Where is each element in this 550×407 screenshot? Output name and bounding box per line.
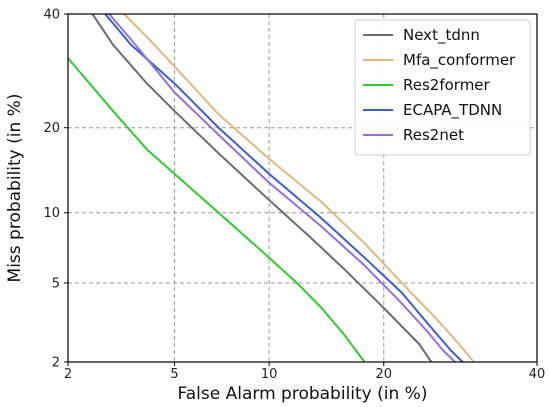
x-tick-label: 40 [529,367,546,382]
legend-box [354,19,531,156]
grid [68,14,537,362]
legend-label: Res2net [403,126,464,144]
series-line-res2former [68,57,366,362]
y-tick-label: 40 [43,8,60,23]
y-tick-label: 5 [52,276,60,291]
y-tick-label: 20 [43,121,60,136]
series-lines [68,14,475,362]
legend-label: Mfa_conformer [403,51,516,70]
legend-label: Next_tdnn [403,26,480,45]
y-axis-label: Miss probability (in %) [5,94,25,283]
x-tick-label: 20 [375,367,392,382]
legend: Next_tdnn Mfa_conformer Res2former ECAPA_TD… [354,19,531,156]
x-axis-label: False Alarm probability (in %) [178,384,428,404]
y-tick-label: 2 [52,356,60,371]
series-line-res2net [108,14,457,362]
legend-label: Res2former [403,76,491,94]
x-tick-label: 10 [261,367,278,382]
plot-frame [67,13,538,363]
x-tick-label: 2 [64,367,72,382]
series-line-ecapa-tdnn [104,14,464,362]
y-tick-label: 10 [43,206,60,221]
series-line-mfa-conformer [123,14,475,362]
series-line-next-tdnn [91,14,433,362]
x-tick-label: 5 [170,367,178,382]
legend-label: ECAPA_TDNN [403,101,502,120]
